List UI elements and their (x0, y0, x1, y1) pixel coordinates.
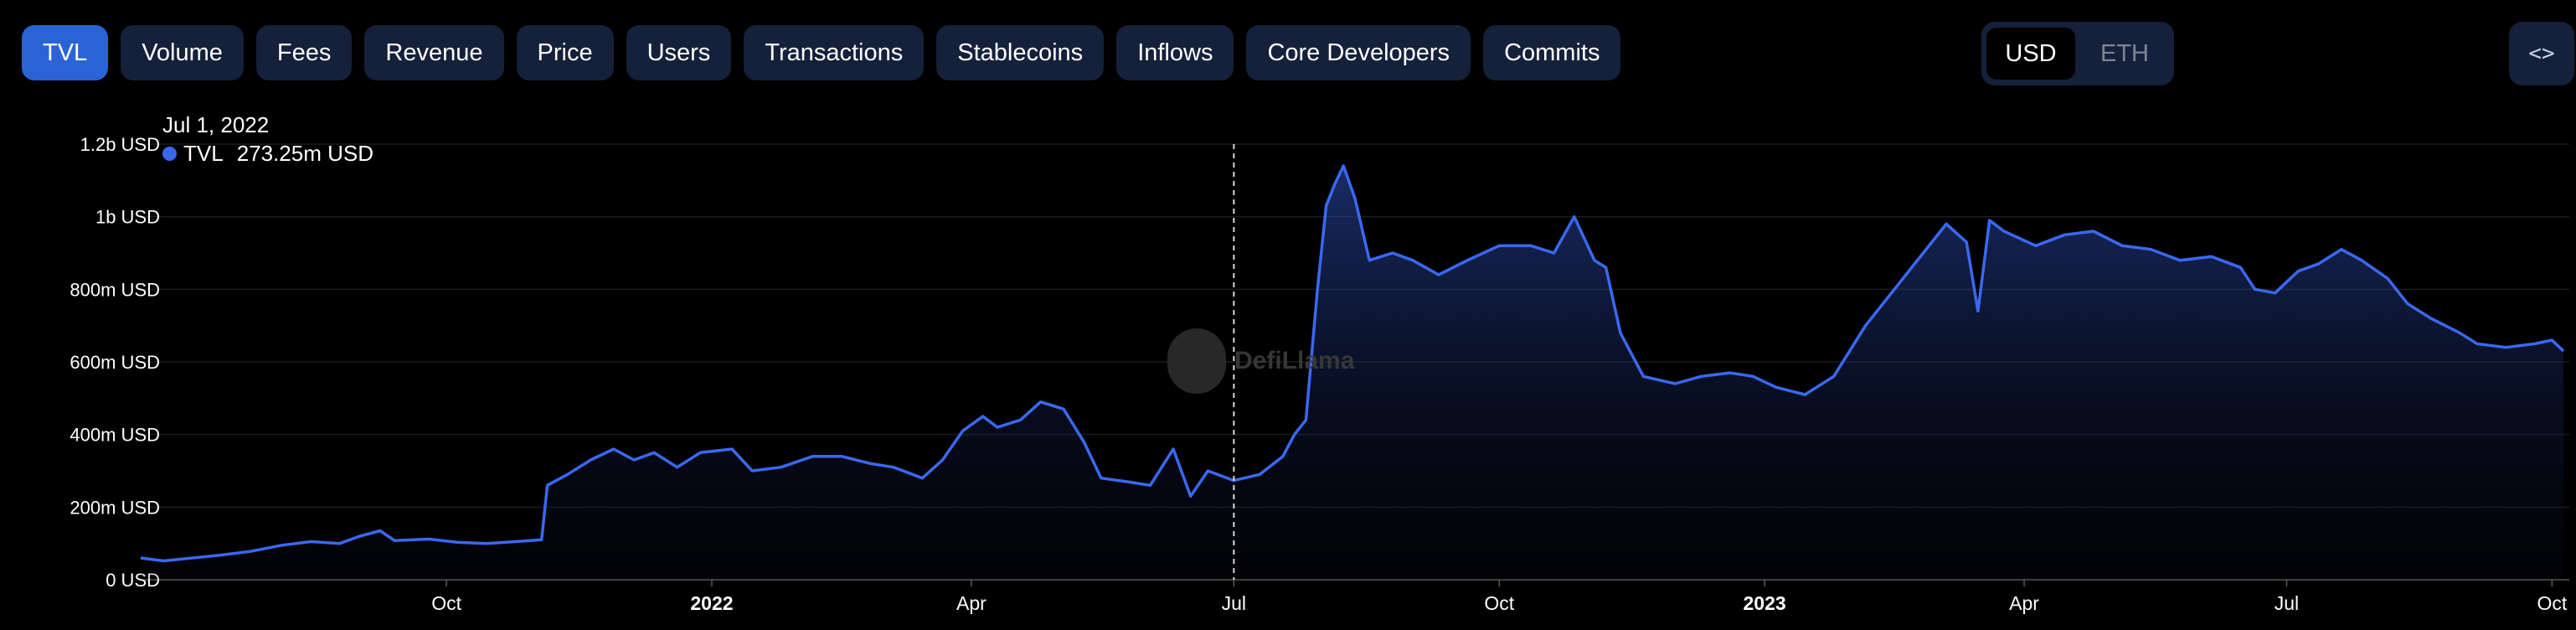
x-tick-label: Oct (2537, 592, 2567, 614)
tab-volume[interactable]: Volume (121, 25, 244, 80)
embed-button[interactable]: <> (2509, 22, 2574, 85)
currency-eth-button[interactable]: ETH (2100, 39, 2149, 67)
tab-fees[interactable]: Fees (255, 25, 353, 80)
x-tick-label: Apr (2009, 592, 2039, 614)
tab-transactions[interactable]: Transactions (744, 25, 925, 80)
series-color-dot-icon (162, 146, 177, 161)
defillama-watermark: DefiLlama (1167, 328, 1354, 394)
tab-stablecoins[interactable]: Stablecoins (936, 25, 1105, 80)
y-tick-label: 200m USD (70, 497, 160, 518)
code-brackets-icon: <> (2528, 41, 2555, 66)
tvl-series-line (140, 164, 2565, 563)
tab-commits[interactable]: Commits (1483, 25, 1621, 80)
x-axis: Oct 2022 Apr Jul Oct 2023 Apr Jul Oct (431, 580, 2568, 614)
x-tick-label: Apr (956, 592, 987, 614)
x-tick-label: Jul (1222, 592, 1246, 614)
watermark-text: DefiLlama (1234, 347, 1355, 374)
metric-tabbar: TVL Volume Fees Revenue Price Users Transactio… (22, 25, 1621, 80)
tvl-area-fill (141, 166, 2564, 580)
x-tick-label: 2022 (690, 592, 733, 614)
tab-revenue[interactable]: Revenue (364, 25, 504, 80)
llama-logo-icon (1167, 328, 1226, 394)
tab-core-developers[interactable]: Core Developers (1246, 25, 1471, 80)
currency-usd-button[interactable]: USD (1986, 28, 2075, 80)
y-tick-label: 1.2b USD (80, 134, 160, 155)
tab-inflows[interactable]: Inflows (1116, 25, 1234, 80)
y-tick-label: 400m USD (70, 425, 160, 446)
tab-users[interactable]: Users (626, 25, 732, 80)
tab-tvl[interactable]: TVL (22, 25, 109, 80)
y-tick-label: 600m USD (70, 352, 160, 373)
x-tick-label: Oct (431, 592, 461, 614)
x-tick-label: 2023 (1743, 592, 1785, 614)
chart-tooltip: Jul 1, 2022 TVL 273.25m USD (162, 114, 374, 164)
tooltip-value: 273.25m USD (236, 141, 374, 166)
currency-toggle: USD ETH (1981, 22, 2174, 85)
tooltip-series-name: TVL (183, 141, 224, 166)
x-tick-label: Oct (1484, 592, 1514, 614)
y-tick-label: 800m USD (70, 279, 160, 300)
tab-price[interactable]: Price (516, 25, 614, 80)
tooltip-date: Jul 1, 2022 (162, 112, 270, 137)
y-tick-label: 1b USD (95, 207, 160, 228)
x-tick-label: Jul (2275, 592, 2299, 614)
